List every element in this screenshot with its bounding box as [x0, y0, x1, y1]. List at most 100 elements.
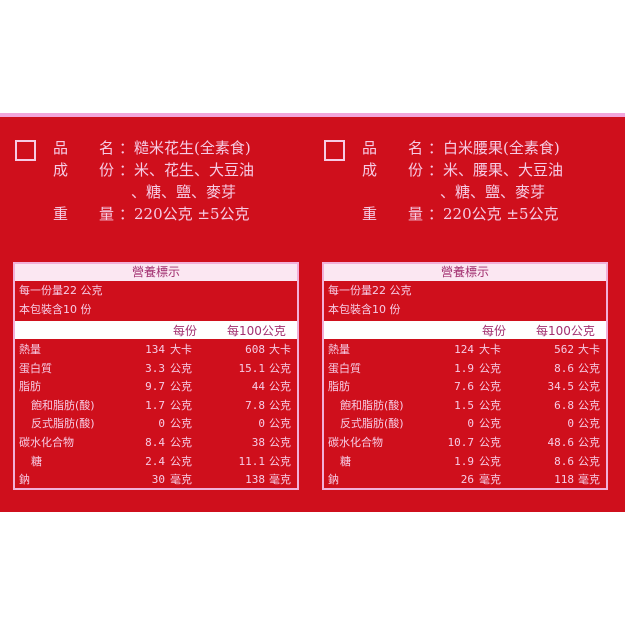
label: 重 — [362, 205, 378, 223]
per-serving-unit: 毫克 — [479, 473, 501, 487]
label: 品 — [53, 139, 69, 157]
nutrient-row: 蛋白質 3.3 公克 15.1 公克 — [15, 360, 297, 379]
per-serving-unit: 公克 — [170, 361, 192, 375]
nutrient-name: 反式脂肪(酸) — [31, 417, 95, 431]
per-100g-value: 8.6 — [554, 361, 574, 375]
per-100g-value: 138 — [245, 473, 265, 487]
servings-per-pack: 本包裝含10 份 — [328, 303, 401, 316]
per-100g-value: 0 — [567, 417, 574, 431]
label: 成 — [362, 161, 378, 179]
per-serving-header: 每份 — [482, 324, 507, 338]
nutrient-name: 蛋白質 — [328, 361, 361, 375]
nutrient-name: 鈉 — [19, 473, 30, 487]
per-100g-unit: 公克 — [269, 398, 291, 412]
per-serving-unit: 公克 — [479, 398, 501, 412]
nutrient-name: 脂肪 — [328, 380, 350, 394]
label: 量 — [99, 205, 115, 223]
column-header: 每份 每100公克 — [324, 321, 606, 339]
product-info: 品 名：白米腰果(全素食) 成 份：米、腰果、大豆油 、糖、鹽、麥芽 重 量：220公… — [324, 137, 614, 227]
per-serving-value: 30 — [151, 473, 165, 487]
per-serving-value: 3.3 — [145, 361, 165, 375]
per-serving-unit: 公克 — [479, 454, 501, 468]
serving-size: 每一份量22 公克 — [19, 284, 103, 297]
per-100g-unit: 公克 — [578, 398, 600, 412]
nutrient-name: 脂肪 — [19, 380, 41, 394]
label: 名 — [408, 139, 424, 157]
per-100g-unit: 公克 — [578, 435, 600, 449]
per-100g-value: 608 — [245, 343, 265, 356]
per-serving-value: 26 — [460, 473, 474, 487]
per-100g-value: 44 — [251, 380, 265, 394]
per-100g-unit: 公克 — [269, 454, 291, 468]
per-serving-unit: 公克 — [479, 361, 501, 375]
per-100g-value: 0 — [258, 417, 265, 431]
nutrient-row: 飽和脂肪(酸) 1.7 公克 7.8 公克 — [15, 397, 297, 416]
per-100g-value: 118 — [554, 473, 574, 487]
nutrition-table: 營養標示 每一份量22 公克 本包裝含10 份 每份 每100公克 熱量 124 … — [322, 262, 608, 490]
label: 品 — [362, 139, 378, 157]
nutrient-row: 熱量 134 大卡 608 大卡 — [15, 341, 297, 360]
nutrient-name: 熱量 — [19, 343, 41, 356]
nutrient-name: 蛋白質 — [19, 361, 52, 375]
per-serving-value: 1.9 — [454, 361, 474, 375]
nutrient-name: 碳水化合物 — [19, 435, 74, 449]
per-100g-value: 48.6 — [547, 435, 575, 449]
nutrient-name: 糖 — [340, 454, 351, 468]
per-serving-value: 1.9 — [454, 454, 474, 468]
nutrient-name: 反式脂肪(酸) — [340, 417, 404, 431]
label: 份 — [408, 161, 424, 179]
nutrition-title: 營養標示 — [324, 264, 606, 281]
ingredients: ：米、腰果、大豆油 — [428, 161, 564, 179]
nutrient-row: 脂肪 7.6 公克 34.5 公克 — [324, 378, 606, 397]
nutrient-row: 反式脂肪(酸) 0 公克 0 公克 — [15, 415, 297, 434]
nutrient-row: 脂肪 9.7 公克 44 公克 — [15, 378, 297, 397]
nutrient-row: 反式脂肪(酸) 0 公克 0 公克 — [324, 415, 606, 434]
per-serving-unit: 毫克 — [170, 473, 192, 487]
per-100g-unit: 公克 — [269, 435, 291, 449]
per-serving-unit: 公克 — [479, 417, 501, 431]
serving-size: 每一份量22 公克 — [328, 284, 412, 297]
per-100g-unit: 公克 — [578, 380, 600, 394]
per-serving-value: 8.4 — [145, 435, 165, 449]
nutrient-name: 碳水化合物 — [328, 435, 383, 449]
per-100g-unit: 公克 — [269, 417, 291, 431]
nutrient-row: 碳水化合物 8.4 公克 38 公克 — [15, 434, 297, 453]
nutrient-row: 糖 2.4 公克 11.1 公克 — [15, 453, 297, 472]
per-serving-unit: 公克 — [170, 380, 192, 394]
product-name: ：糙米花生(全素食) — [119, 139, 251, 157]
per-100g-value: 7.8 — [245, 398, 265, 412]
per-serving-unit: 大卡 — [479, 343, 501, 356]
per-serving-value: 9.7 — [145, 380, 165, 394]
label: 重 — [53, 205, 69, 223]
per-serving-unit: 公克 — [170, 398, 192, 412]
checkbox[interactable] — [15, 140, 36, 161]
per-serving-unit: 公克 — [170, 417, 192, 431]
nutrient-name: 熱量 — [328, 343, 350, 356]
ingredients-cont: 、糖、鹽、麥芽 — [440, 183, 546, 201]
column-header: 每份 每100公克 — [15, 321, 297, 339]
per-serving-value: 124 — [454, 343, 474, 356]
nutrient-row: 糖 1.9 公克 8.6 公克 — [324, 453, 606, 472]
label: 量 — [408, 205, 424, 223]
per-serving-value: 134 — [145, 343, 165, 356]
per-serving-value: 1.7 — [145, 398, 165, 412]
per-100g-value: 38 — [251, 435, 265, 449]
per-100g-unit: 大卡 — [578, 343, 600, 356]
per-100g-unit: 毫克 — [578, 473, 600, 487]
per-serving-unit: 公克 — [170, 435, 192, 449]
servings-per-pack: 本包裝含10 份 — [19, 303, 92, 316]
label-band — [0, 113, 625, 512]
weight: ：220公克 ±5公克 — [119, 205, 250, 223]
per-100g-value: 562 — [554, 343, 574, 356]
ingredients-cont: 、糖、鹽、麥芽 — [131, 183, 237, 201]
checkbox[interactable] — [324, 140, 345, 161]
label: 名 — [99, 139, 115, 157]
nutrient-name: 鈉 — [328, 473, 339, 487]
nutrition-title: 營養標示 — [15, 264, 297, 281]
nutrient-row: 鈉 26 毫克 118 毫克 — [324, 471, 606, 490]
nutrient-row: 熱量 124 大卡 562 大卡 — [324, 341, 606, 360]
per-serving-value: 10.7 — [447, 435, 475, 449]
per-100g-unit: 公克 — [269, 380, 291, 394]
label: 成 — [53, 161, 69, 179]
per-serving-unit: 大卡 — [170, 343, 192, 356]
